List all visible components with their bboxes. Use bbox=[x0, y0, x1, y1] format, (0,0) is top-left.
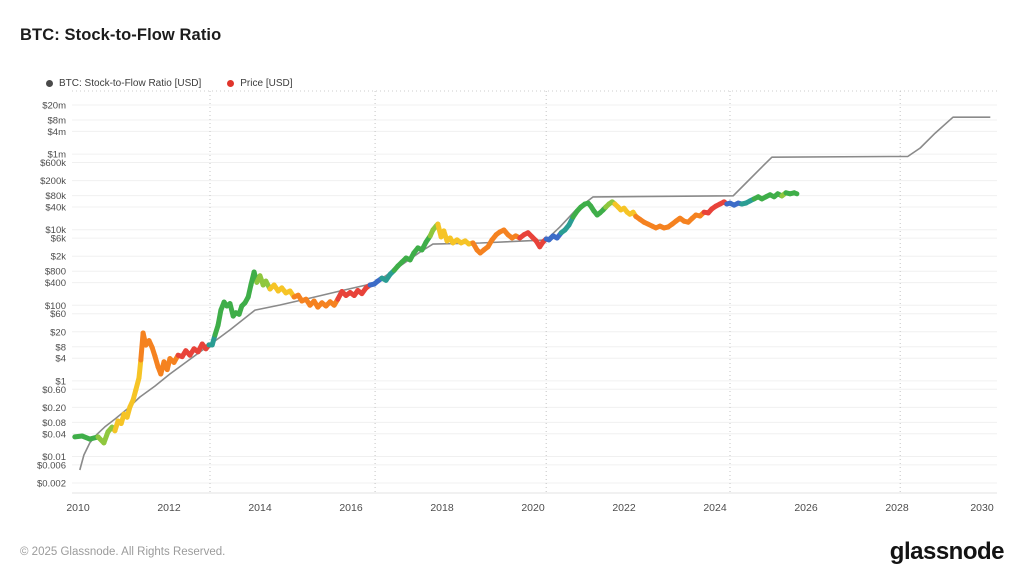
y-tick-label: $800 bbox=[45, 267, 66, 278]
copyright-text: © 2025 Glassnode. All Rights Reserved. bbox=[20, 546, 226, 558]
model-line bbox=[79, 116, 991, 471]
x-tick-label: 2024 bbox=[703, 502, 727, 514]
legend-item-price[interactable]: Price [USD] bbox=[227, 78, 293, 89]
y-tick-label: $20 bbox=[50, 327, 66, 338]
y-tick-label: $0.002 bbox=[37, 479, 66, 490]
y-tick-label: $0.20 bbox=[42, 403, 66, 414]
y-tick-label: $4 bbox=[55, 354, 66, 365]
y-tick-label: $0.01 bbox=[42, 452, 66, 463]
x-tick-label: 2018 bbox=[430, 502, 454, 514]
y-tick-label: $400 bbox=[45, 278, 66, 289]
x-tick-label: 2010 bbox=[66, 502, 90, 514]
legend-dot-gray-icon bbox=[46, 80, 53, 87]
y-tick-label: $2k bbox=[51, 252, 67, 263]
y-tick-label: $1m bbox=[48, 150, 67, 161]
y-tick-label: $40k bbox=[45, 203, 66, 214]
y-tick-label: $60 bbox=[50, 309, 66, 320]
legend-label: BTC: Stock-to-Flow Ratio [USD] bbox=[59, 78, 202, 89]
legend-dot-red-icon bbox=[227, 80, 235, 87]
glassnode-logo: glassnode bbox=[889, 538, 1005, 565]
y-tick-label: $200k bbox=[40, 176, 66, 187]
x-tick-label: 2022 bbox=[612, 502, 636, 514]
legend-item-stock-to-flow[interactable]: BTC: Stock-to-Flow Ratio [USD] bbox=[46, 78, 201, 89]
y-tick-label: $1 bbox=[55, 376, 66, 387]
x-tick-label: 2026 bbox=[794, 502, 818, 514]
y-tick-label: $8m bbox=[48, 116, 67, 127]
y-tick-label: $6k bbox=[51, 234, 67, 245]
y-tick-label: $0.04 bbox=[42, 429, 66, 440]
grid-lines bbox=[72, 90, 997, 494]
x-tick-label: 2014 bbox=[248, 502, 272, 514]
x-tick-label: 2020 bbox=[521, 502, 545, 514]
y-tick-label: $100 bbox=[45, 301, 66, 312]
x-tick-label: 2028 bbox=[885, 502, 909, 514]
price-line bbox=[72, 190, 800, 446]
page-title: BTC: Stock-to-Flow Ratio bbox=[20, 26, 222, 44]
y-tick-label: $0.60 bbox=[42, 385, 66, 396]
y-tick-label: $80k bbox=[45, 191, 66, 202]
x-tick-label: 2030 bbox=[970, 502, 994, 514]
legend-label: Price [USD] bbox=[240, 78, 293, 89]
x-tick-label: 2016 bbox=[339, 502, 363, 514]
y-tick-label: $4m bbox=[48, 127, 67, 138]
y-tick-label: $8 bbox=[55, 342, 66, 353]
x-axis-labels: 2010 2012 2014 2016 2018 2020 2022 2024 2026 2028… bbox=[66, 502, 994, 514]
y-tick-label: $600k bbox=[40, 158, 66, 169]
y-axis-labels: $20m $8m$4m $1m$600k $200k $80k$40k $10k$6k $2… bbox=[37, 101, 66, 490]
y-tick-label: $0.08 bbox=[42, 418, 66, 429]
y-tick-label: $0.006 bbox=[37, 460, 66, 471]
halving-lines bbox=[209, 91, 901, 493]
x-tick-label: 2012 bbox=[157, 502, 181, 514]
y-tick-label: $10k bbox=[45, 225, 66, 236]
chart-legend: BTC: Stock-to-Flow Ratio [USD] Price [US… bbox=[46, 78, 293, 89]
y-tick-label: $20m bbox=[42, 101, 66, 112]
